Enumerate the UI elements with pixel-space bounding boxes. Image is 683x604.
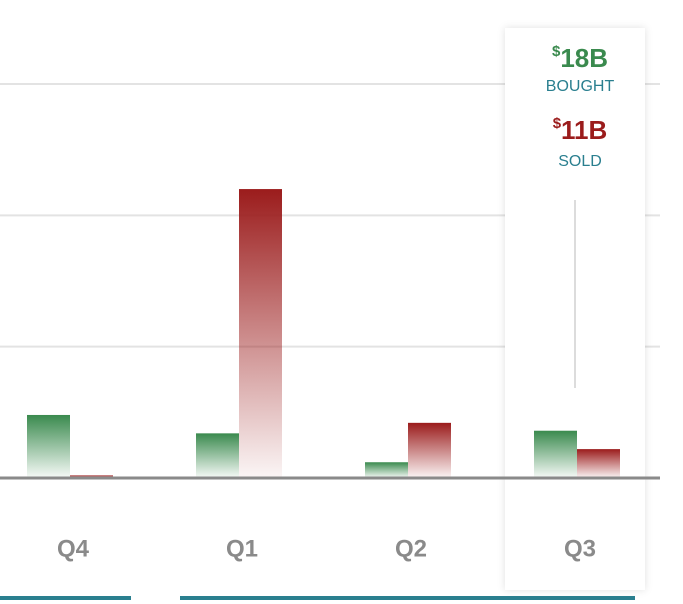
legend-label: BOUGHT: [546, 78, 615, 95]
bar: [27, 414, 70, 478]
tooltip-value: $18B: [552, 43, 608, 73]
bar: [239, 189, 282, 479]
bar: [365, 462, 408, 478]
bar: [408, 422, 451, 478]
tab-underline: [0, 596, 131, 600]
x-tick-label: Q2: [395, 535, 427, 562]
tab-underline: [180, 596, 635, 600]
tooltip-value: $11B: [553, 115, 608, 145]
x-tick-label: Q1: [226, 535, 258, 562]
legend-label: SOLD: [558, 153, 602, 170]
bar: [577, 449, 620, 478]
bar: [534, 430, 577, 478]
bar: [196, 433, 239, 478]
x-tick-label: Q3: [564, 535, 596, 562]
x-tick-label: Q4: [57, 535, 90, 562]
